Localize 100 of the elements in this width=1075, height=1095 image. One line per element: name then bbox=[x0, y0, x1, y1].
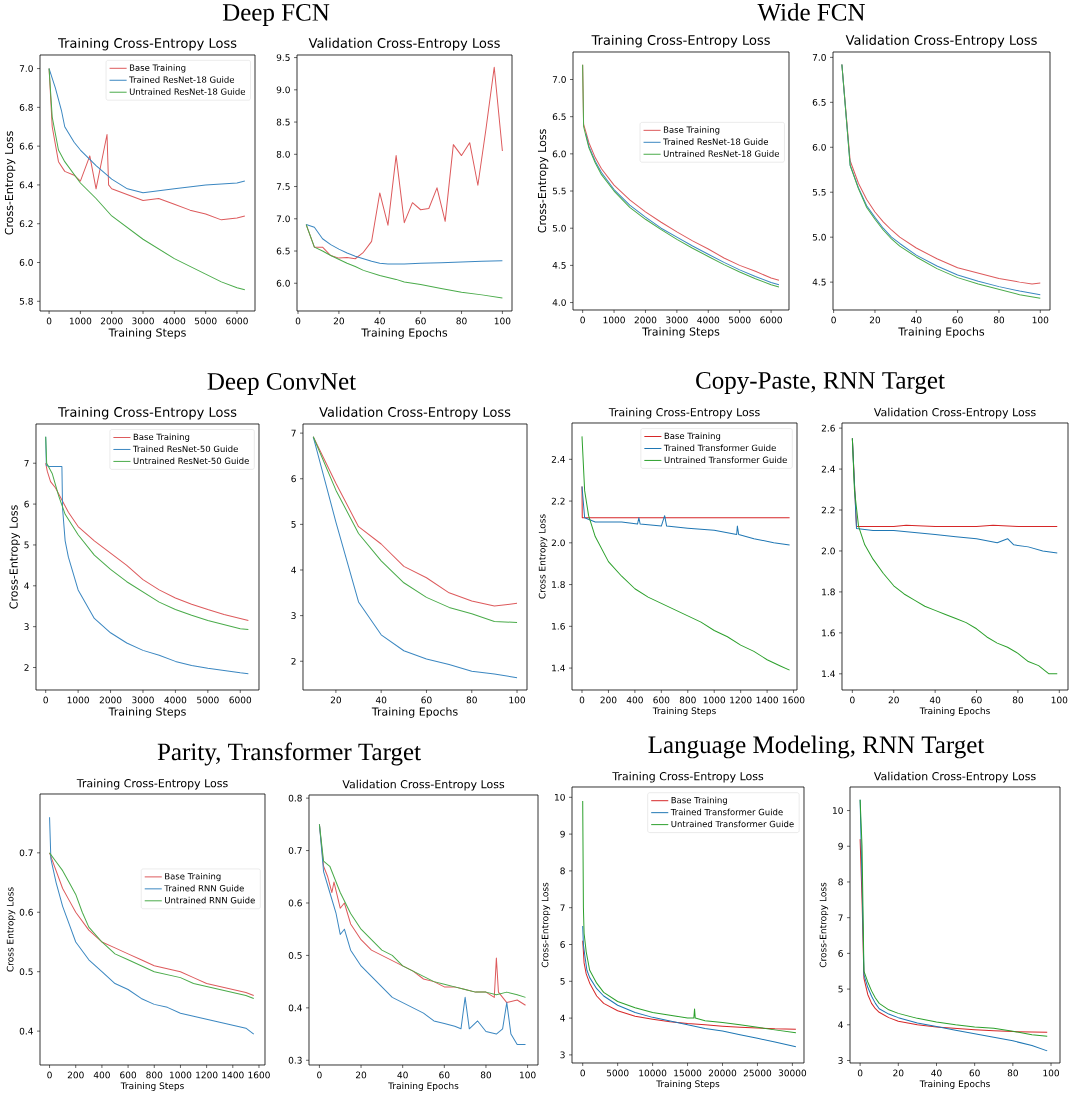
x-tick-label: 20 bbox=[869, 316, 881, 324]
x-tick-label: 40 bbox=[375, 696, 387, 704]
legend-label: Base Training bbox=[663, 126, 720, 135]
y-tick-label: 1.8 bbox=[822, 588, 835, 596]
y-tick-label: 6.0 bbox=[552, 150, 566, 158]
y-axis-title: Cross-Entropy Loss bbox=[537, 129, 549, 233]
x-tick-label: 20 bbox=[333, 317, 345, 325]
y-axis-title: Cross-Entropy Loss bbox=[9, 505, 20, 609]
x-tick-label: 2000 bbox=[99, 696, 122, 704]
legend-label: Trained ResNet-18 Guide bbox=[129, 76, 235, 83]
y-tick-label: 7.0 bbox=[812, 53, 826, 61]
y-tick-label: 1.4 bbox=[822, 670, 835, 678]
y-tick-label: 6.6 bbox=[19, 142, 33, 150]
y-tick-label: 6.5 bbox=[812, 98, 826, 106]
x-tick-label: 0 bbox=[850, 696, 855, 704]
x-tick-label: 1200 bbox=[730, 696, 752, 704]
y-tick-label: 6 bbox=[291, 475, 296, 483]
x-tick-label: 0 bbox=[43, 696, 48, 704]
x-tick-label: 0 bbox=[317, 1071, 322, 1079]
y-tick-label: 0.6 bbox=[288, 899, 302, 907]
y-tick-label: 4 bbox=[560, 1014, 565, 1022]
y-tick-label: 8 bbox=[838, 878, 843, 886]
x-axis-title: Training Steps bbox=[120, 1082, 184, 1091]
y-tick-label: 0.4 bbox=[288, 1004, 302, 1012]
x-tick-label: 1000 bbox=[169, 1071, 192, 1079]
legend-label: Trained ResNet-50 Guide bbox=[132, 445, 238, 453]
x-axis-title: Training Steps bbox=[652, 707, 716, 716]
y-tick-label: 8.5 bbox=[276, 118, 290, 126]
x-tick-label: 3000 bbox=[132, 317, 154, 325]
x-tick-label: 80 bbox=[993, 316, 1005, 324]
y-tick-label: 9.0 bbox=[276, 86, 290, 94]
y-tick-label: 6.8 bbox=[19, 103, 33, 111]
y-tick-label: 7.0 bbox=[19, 65, 33, 72]
y-tick-label: 0.3 bbox=[288, 1056, 302, 1064]
x-tick-label: 0 bbox=[46, 317, 52, 325]
x-tick-label: 800 bbox=[146, 1071, 163, 1079]
line-series bbox=[312, 436, 518, 679]
x-tick-label: 100 bbox=[1032, 316, 1049, 324]
x-tick-label: 5000 bbox=[197, 696, 219, 704]
line-series bbox=[582, 925, 797, 1048]
x-axis-title: Training Epochs bbox=[919, 707, 990, 716]
y-tick-label: 7 bbox=[560, 904, 565, 911]
legend-label: Base Training bbox=[129, 64, 186, 73]
x-tick-label: 6000 bbox=[229, 696, 252, 704]
y-tick-label: 1.6 bbox=[822, 629, 835, 637]
y-tick-label: 2.2 bbox=[821, 506, 835, 514]
x-axis-title: Training Steps bbox=[108, 707, 186, 718]
x-tick-label: 40 bbox=[931, 1069, 942, 1077]
x-tick-label: 40 bbox=[397, 1071, 408, 1079]
y-tick-label: 6 bbox=[838, 949, 843, 957]
y-tick-label: 4 bbox=[291, 566, 296, 574]
y-tick-label: 6.5 bbox=[276, 247, 290, 255]
y-tick-label: 2.0 bbox=[821, 547, 835, 555]
legend-label: Trained ResNet-18 Guide bbox=[663, 138, 769, 145]
y-tick-label: 2 bbox=[24, 664, 29, 671]
y-tick-label: 6 bbox=[24, 500, 29, 508]
chart-title: Training Cross-Entropy Loss bbox=[76, 778, 228, 790]
legend-label: Untrained ResNet-18 Guide bbox=[129, 88, 246, 95]
x-tick-label: 1600 bbox=[248, 1071, 270, 1079]
line-series bbox=[585, 133, 780, 286]
x-tick-label: 2000 bbox=[100, 317, 123, 325]
x-axis-title: Training Epochs bbox=[898, 327, 985, 338]
y-tick-label: 4.0 bbox=[552, 299, 566, 306]
y-tick-label: 0.4 bbox=[19, 1027, 33, 1035]
x-tick-label: 60 bbox=[971, 696, 982, 704]
x-tick-label: 10000 bbox=[639, 1069, 667, 1077]
y-tick-label: 0.5 bbox=[19, 968, 33, 976]
x-tick-label: 1000 bbox=[703, 696, 726, 704]
x-tick-label: 400 bbox=[626, 696, 643, 704]
x-tick-label: 80 bbox=[1012, 696, 1024, 704]
x-axis-title: Training Epochs bbox=[361, 328, 448, 339]
y-tick-label: 7 bbox=[291, 429, 296, 437]
x-tick-label: 0 bbox=[579, 696, 585, 704]
x-tick-label: 1000 bbox=[67, 696, 89, 704]
x-tick-label: 15000 bbox=[674, 1069, 702, 1077]
chart-title: Validation Cross-Entropy Loss bbox=[308, 37, 500, 51]
legend-label: Base Training bbox=[165, 872, 221, 882]
x-tick-label: 0 bbox=[580, 316, 585, 324]
legend-label: Trained RNN Guide bbox=[164, 884, 244, 892]
y-tick-label: 0.6 bbox=[19, 908, 33, 916]
y-tick-label: 6.5 bbox=[552, 113, 566, 121]
y-axis-title: Cross Entropy Loss bbox=[538, 514, 548, 599]
x-tick-label: 40 bbox=[929, 696, 941, 704]
x-tick-label: 3000 bbox=[132, 696, 154, 704]
y-tick-label: 7.0 bbox=[276, 215, 290, 223]
text: Deep ConvNet bbox=[207, 373, 356, 395]
x-tick-label: 400 bbox=[93, 1071, 110, 1079]
y-tick-label: 6.4 bbox=[19, 181, 33, 189]
legend-label: Untrained Transformer Guide bbox=[671, 820, 794, 828]
y-tick-label: 6.0 bbox=[19, 259, 33, 266]
y-tick-label: 10 bbox=[833, 807, 843, 814]
line-series bbox=[582, 940, 797, 1030]
y-tick-label: 4 bbox=[24, 582, 29, 590]
y-tick-label: 2.2 bbox=[551, 497, 565, 505]
y-tick-label: 7 bbox=[24, 459, 29, 467]
legend-label: Trained Transformer Guide bbox=[670, 808, 783, 816]
y-axis-title: Cross-Entropy Loss bbox=[819, 882, 829, 968]
chart-title: Validation Cross-Entropy Loss bbox=[342, 779, 505, 791]
text: Parity, Transformer Target bbox=[157, 742, 421, 766]
text: Deep FCN bbox=[222, 4, 330, 26]
